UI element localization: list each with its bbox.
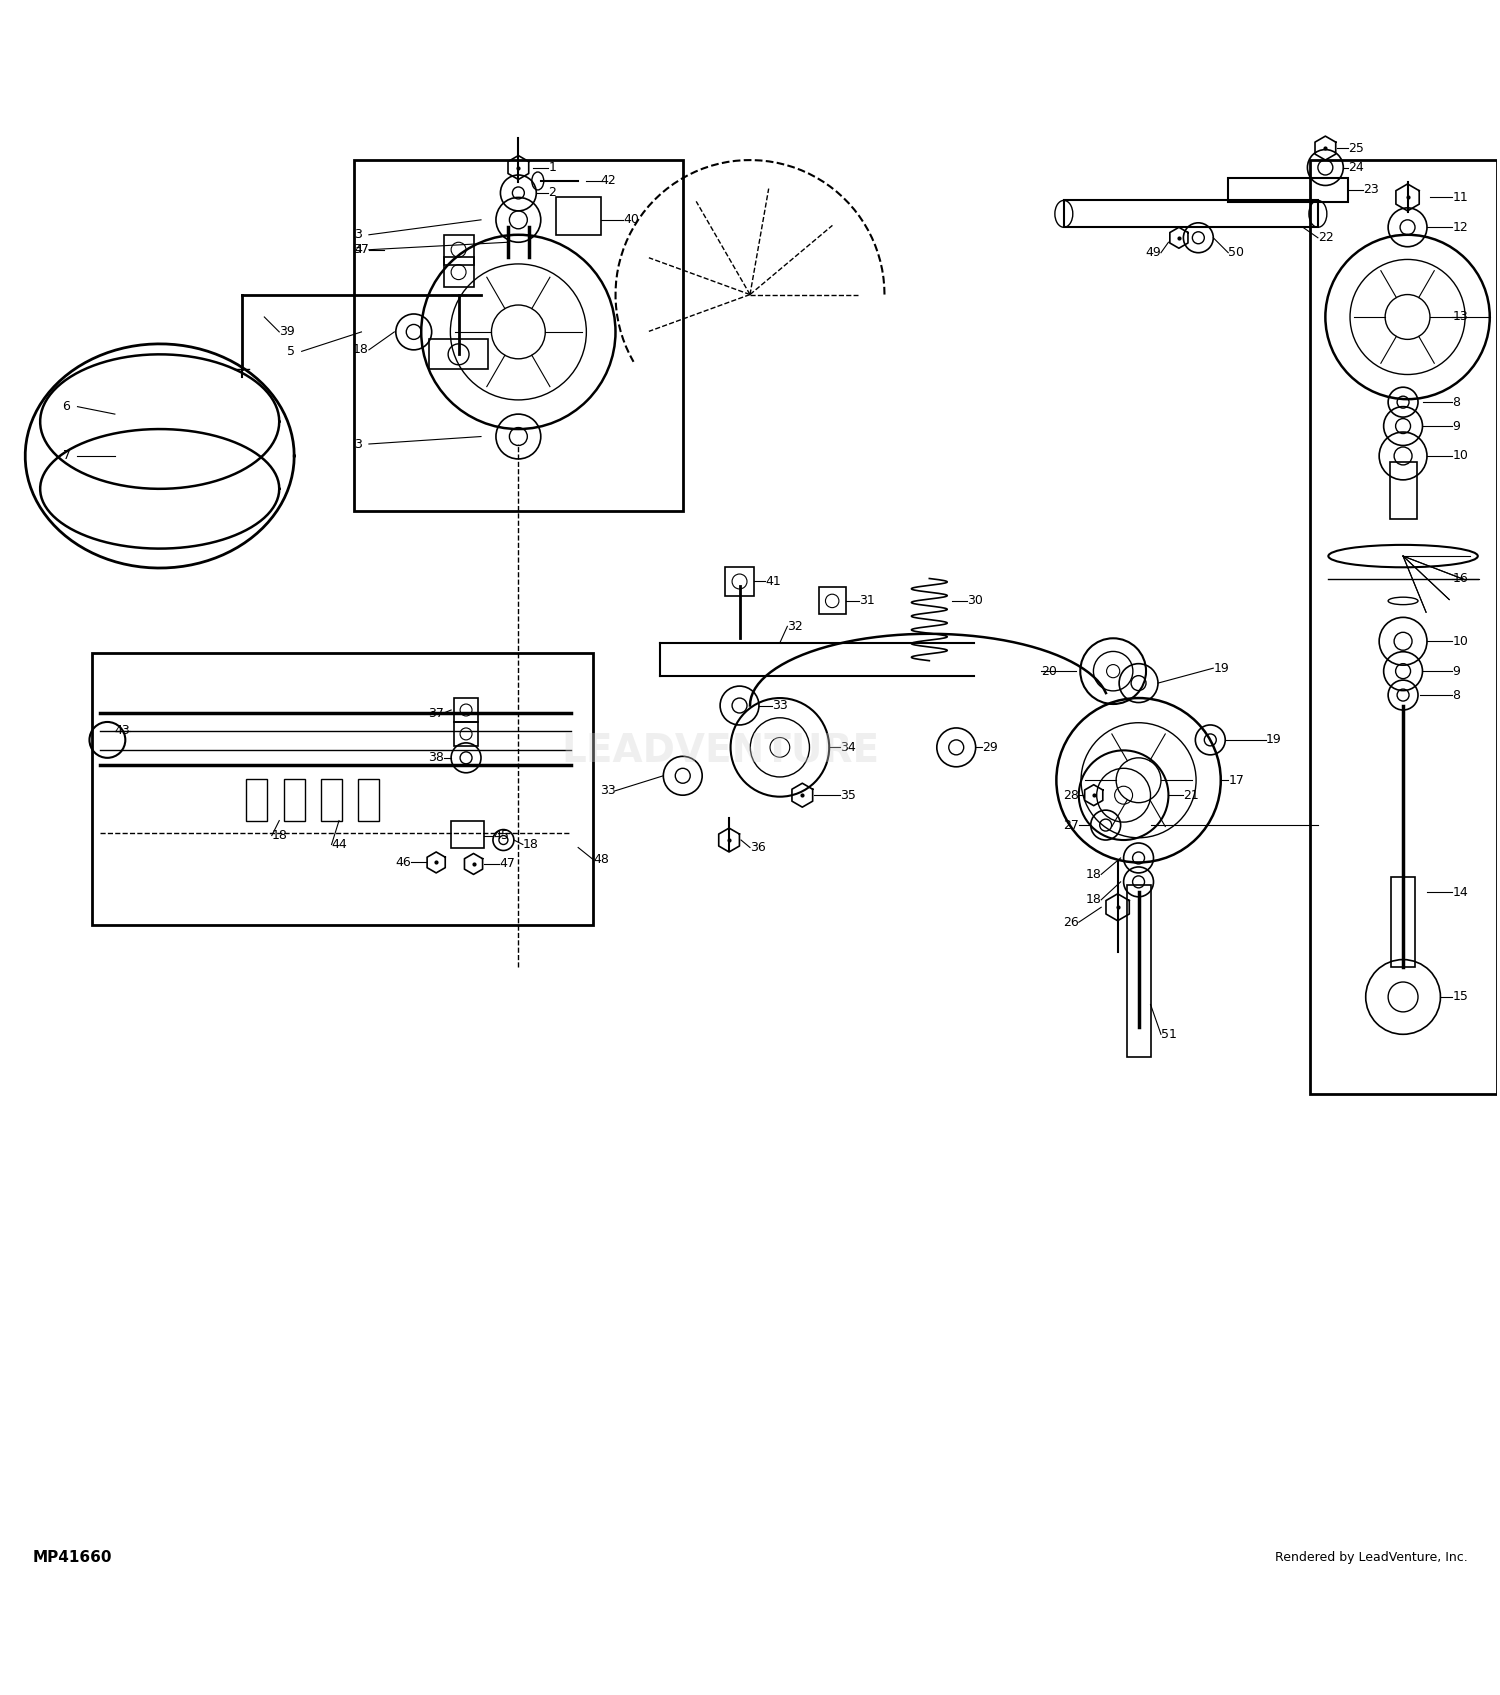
Text: 46: 46 [394, 856, 411, 870]
Bar [1228, 178, 1348, 202]
Text: 8: 8 [1452, 395, 1461, 408]
Text: 18: 18 [524, 837, 538, 851]
Text: 33: 33 [772, 698, 788, 712]
Text: 48: 48 [592, 853, 609, 866]
Text: 37: 37 [352, 242, 369, 256]
Bar [358, 778, 380, 820]
Text: 9: 9 [1452, 664, 1461, 678]
Bar [452, 820, 484, 848]
Text: 18: 18 [352, 344, 369, 356]
Text: 18: 18 [1086, 868, 1101, 881]
Text: 38: 38 [427, 751, 444, 764]
Text: 14: 14 [1452, 886, 1468, 898]
Text: 24: 24 [1348, 161, 1364, 175]
Text: 13: 13 [1452, 310, 1468, 324]
Text: 16: 16 [1452, 571, 1468, 585]
Bar [1389, 463, 1416, 519]
Text: 22: 22 [1318, 231, 1334, 244]
Text: Rendered by LeadVenture, Inc.: Rendered by LeadVenture, Inc. [1275, 1551, 1467, 1564]
Text: 45: 45 [494, 829, 508, 842]
Text: 33: 33 [600, 785, 615, 797]
Text: 28: 28 [1064, 788, 1078, 802]
Text: 27: 27 [1064, 819, 1078, 832]
Text: 12: 12 [1452, 220, 1468, 234]
Bar [1126, 885, 1150, 1056]
Text: 18: 18 [272, 829, 288, 842]
Text: 31: 31 [859, 595, 874, 607]
Text: 4: 4 [354, 242, 362, 256]
Text: 35: 35 [840, 788, 855, 802]
Bar [724, 566, 754, 597]
Text: 37: 37 [427, 707, 444, 719]
Bar [1064, 200, 1318, 227]
Text: 42: 42 [600, 175, 616, 188]
Bar [321, 778, 342, 820]
Bar [444, 236, 474, 264]
Text: 19: 19 [1214, 661, 1228, 675]
Bar [246, 778, 267, 820]
Text: 41: 41 [765, 575, 780, 588]
Bar [819, 588, 846, 614]
Text: 44: 44 [332, 837, 348, 851]
Bar [429, 339, 489, 370]
Text: 34: 34 [840, 741, 855, 754]
Text: 15: 15 [1452, 990, 1468, 1003]
Text: 6: 6 [63, 400, 70, 414]
Bar [1390, 878, 1414, 968]
Text: 1: 1 [549, 161, 556, 175]
Text: 39: 39 [279, 325, 296, 339]
Bar [354, 159, 682, 512]
Text: 10: 10 [1452, 634, 1468, 647]
Text: 49: 49 [1144, 246, 1161, 259]
Text: 18: 18 [1086, 893, 1101, 907]
Text: 30: 30 [966, 595, 982, 607]
Bar [1311, 159, 1497, 1093]
Text: 7: 7 [63, 449, 70, 463]
Text: 23: 23 [1362, 183, 1378, 197]
Text: 32: 32 [788, 620, 802, 632]
Text: 25: 25 [1348, 142, 1364, 154]
Text: 40: 40 [622, 214, 639, 227]
Bar [93, 653, 592, 925]
Text: 3: 3 [354, 437, 362, 451]
Text: 9: 9 [1452, 420, 1461, 432]
Bar [555, 197, 600, 236]
Text: 51: 51 [1161, 1027, 1178, 1041]
Bar [454, 722, 478, 746]
Text: 26: 26 [1064, 915, 1078, 929]
Bar [444, 258, 474, 286]
Text: 8: 8 [1452, 688, 1461, 702]
Text: 2: 2 [549, 186, 556, 200]
Text: 36: 36 [750, 841, 765, 854]
Text: 21: 21 [1184, 788, 1198, 802]
Text: 29: 29 [981, 741, 998, 754]
Bar [454, 698, 478, 722]
Text: MP41660: MP41660 [33, 1549, 112, 1564]
Text: 3: 3 [354, 229, 362, 241]
Text: 10: 10 [1452, 449, 1468, 463]
Text: 20: 20 [1041, 664, 1058, 678]
Text: 17: 17 [1228, 773, 1244, 786]
Bar [284, 778, 304, 820]
Text: 11: 11 [1452, 192, 1468, 203]
Text: 50: 50 [1228, 246, 1244, 259]
Text: 5: 5 [286, 344, 294, 358]
Text: LEADVENTURE: LEADVENTURE [561, 731, 879, 770]
Text: 19: 19 [1266, 734, 1281, 746]
Text: 43: 43 [116, 724, 130, 737]
Text: 47: 47 [500, 858, 514, 871]
